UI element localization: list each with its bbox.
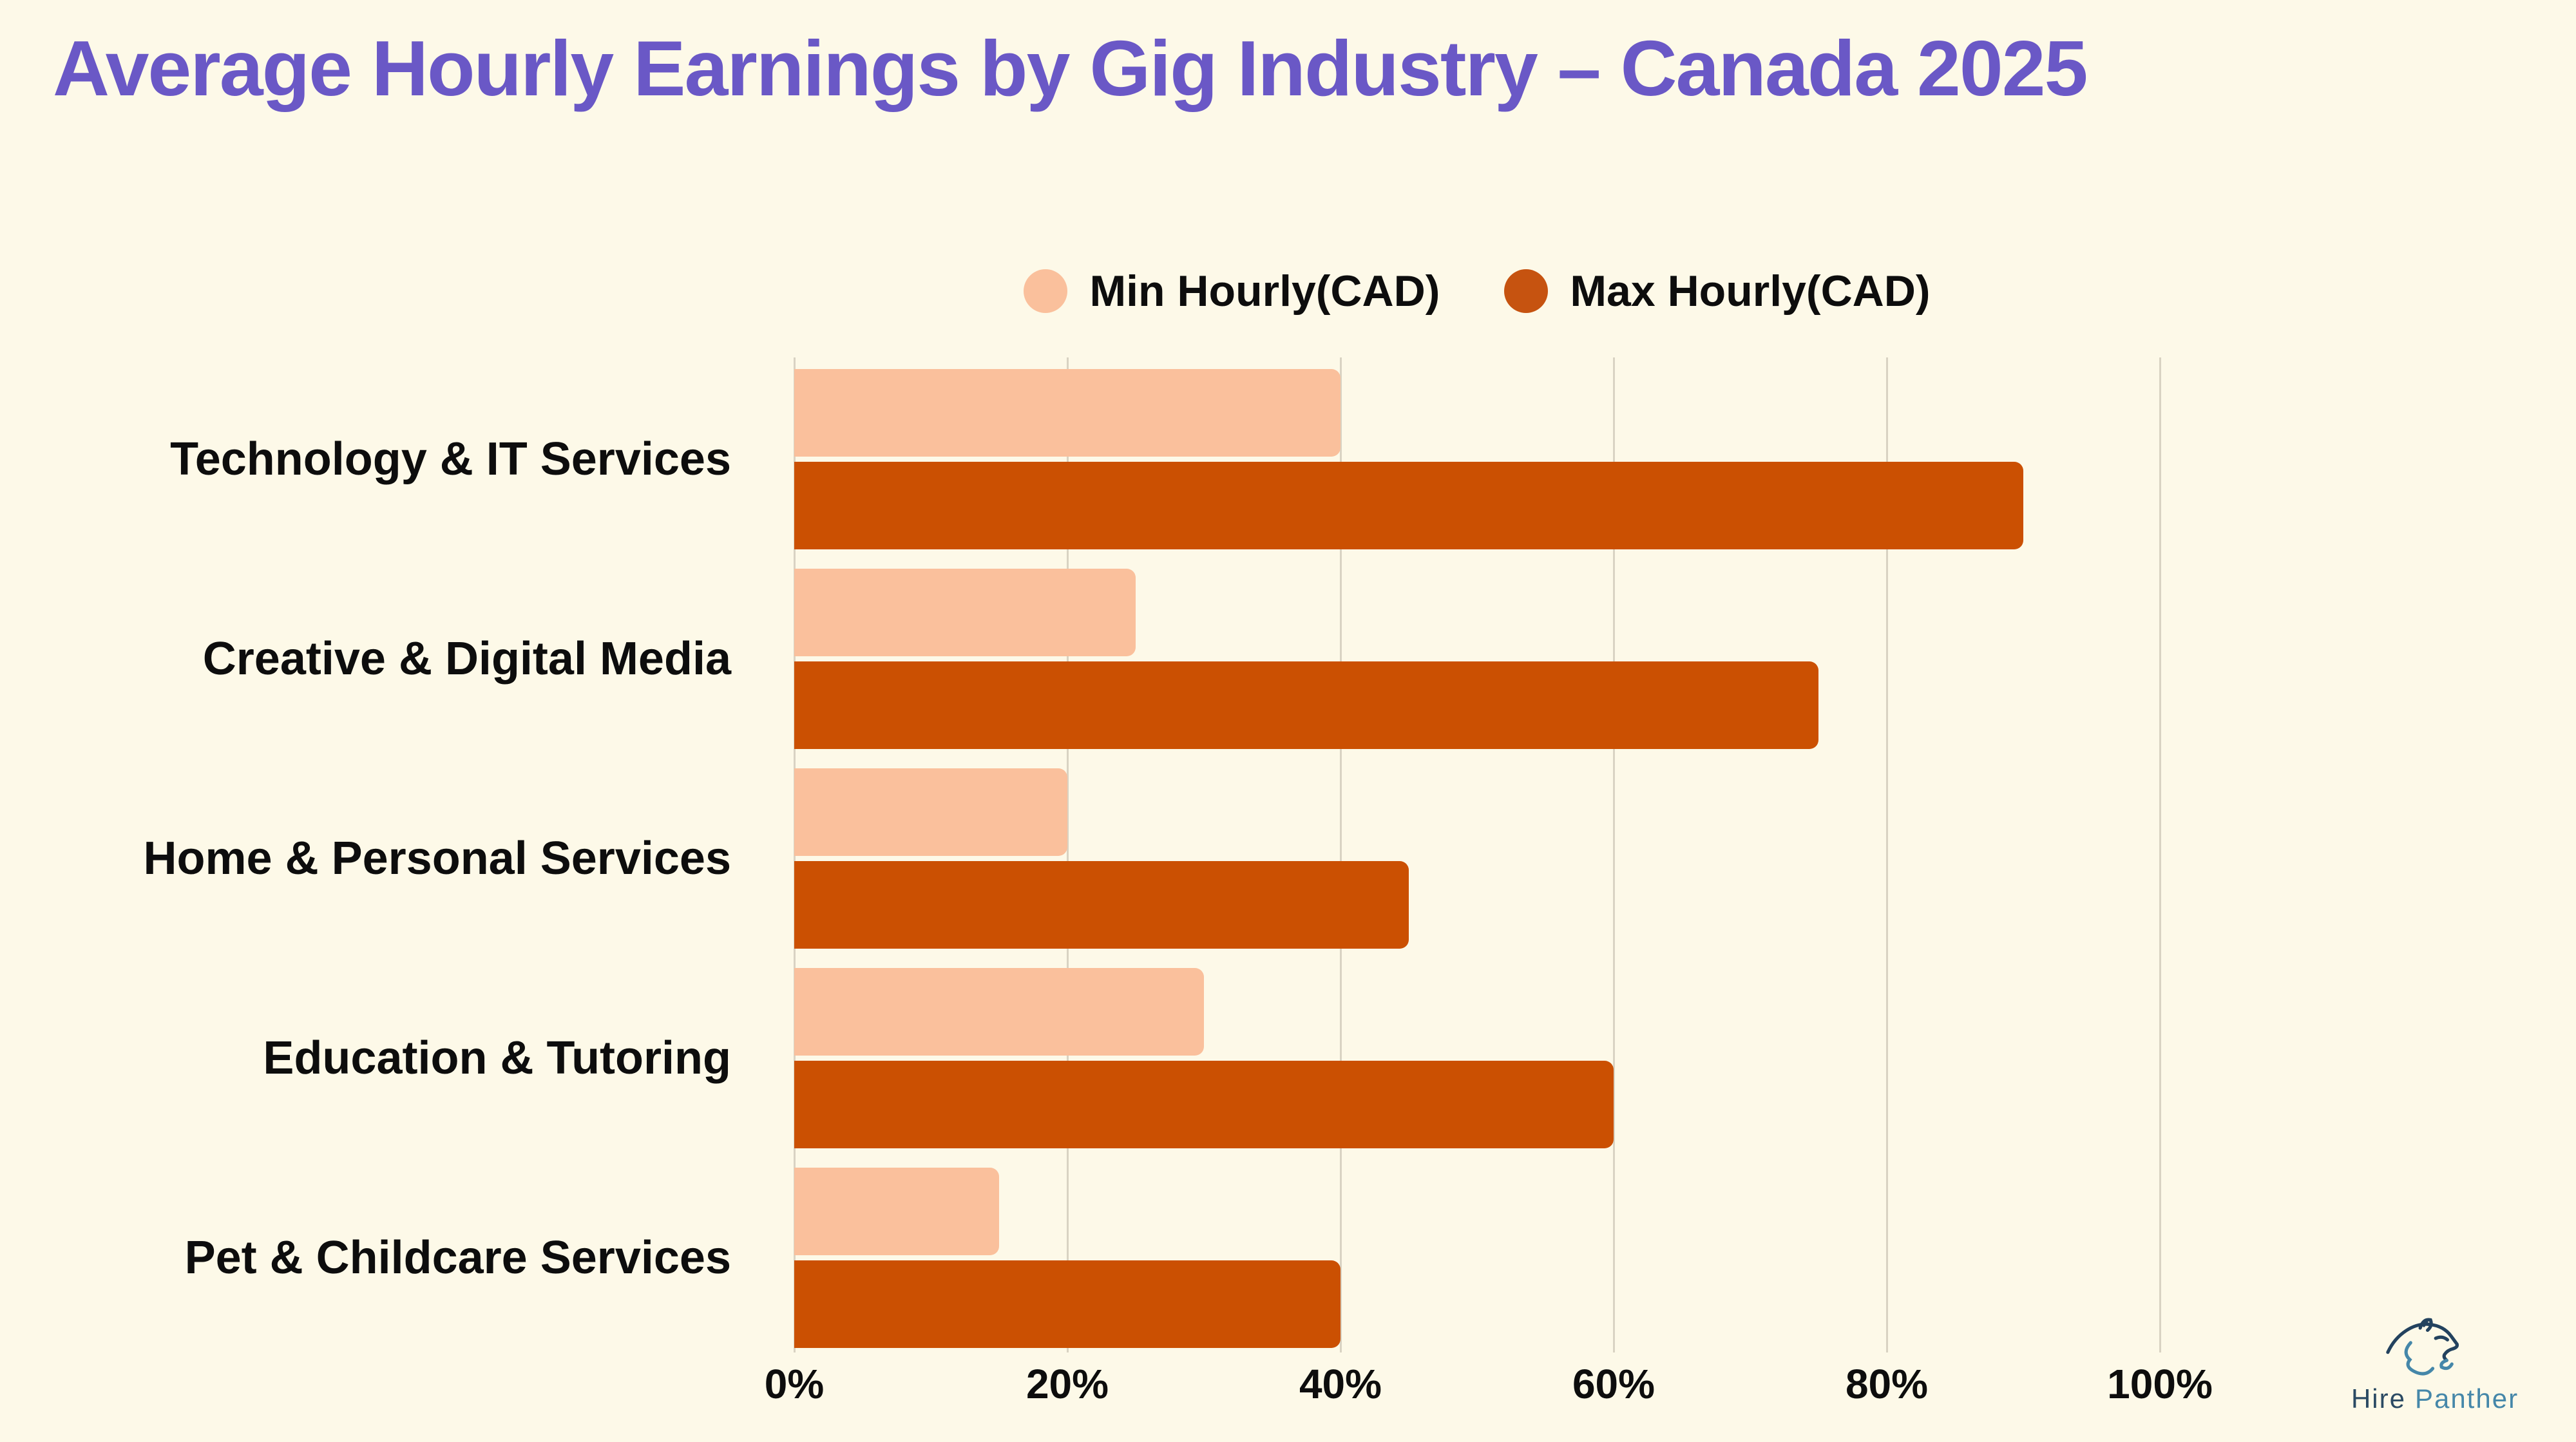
- x-tick-label: 20%: [1026, 1361, 1109, 1407]
- gridline: [1067, 357, 1069, 1352]
- legend-swatch-icon: [1024, 269, 1068, 313]
- gridline: [2159, 357, 2161, 1352]
- bar-chart: Technology & IT Services Creative & Digit…: [0, 357, 2576, 1352]
- bar-row: [794, 968, 2160, 1148]
- panther-head-icon: [2386, 1318, 2459, 1376]
- category-label: Pet & Childcare Services: [184, 1232, 731, 1284]
- bar-row: [794, 1168, 2160, 1348]
- category-labels: Technology & IT Services Creative & Digit…: [0, 357, 763, 1352]
- page-title: Average Hourly Earnings by Gig Industry …: [53, 24, 2088, 112]
- plot-area: [794, 357, 2161, 1352]
- hirepanther-logo: Hire Panther: [2348, 1315, 2522, 1425]
- max-hourly-bar: [794, 1260, 1340, 1348]
- min-hourly-bar: [794, 569, 1136, 656]
- x-tick-label: 0%: [764, 1361, 825, 1407]
- gridline: [1340, 357, 1342, 1352]
- legend: Min Hourly(CAD) Max Hourly(CAD): [794, 252, 2160, 330]
- x-tick-label: 80%: [1845, 1361, 1929, 1407]
- legend-label: Min Hourly(CAD): [1089, 267, 1440, 316]
- legend-label: Max Hourly(CAD): [1570, 267, 1931, 316]
- min-hourly-bar: [794, 1168, 999, 1255]
- max-hourly-bar: [794, 1061, 1614, 1148]
- gridline: [1886, 357, 1888, 1352]
- x-tick-label: 40%: [1299, 1361, 1382, 1407]
- logo-text-hire: Hire: [2351, 1383, 2406, 1414]
- max-hourly-bar: [794, 861, 1409, 949]
- category-label: Home & Personal Services: [143, 833, 731, 884]
- bar-row: [794, 768, 2160, 949]
- legend-swatch-icon: [1504, 269, 1549, 313]
- gridline: [1613, 357, 1615, 1352]
- legend-item: Min Hourly(CAD): [1024, 266, 1440, 316]
- bar-row: [794, 369, 2160, 549]
- category-label: Creative & Digital Media: [202, 633, 731, 685]
- bar-row: [794, 569, 2160, 749]
- category-label: Technology & IT Services: [170, 433, 731, 485]
- x-axis: 0% 20% 40% 60% 80% 100%: [765, 1360, 2213, 1418]
- category-label: Education & Tutoring: [263, 1032, 731, 1084]
- x-tick-label: 100%: [2107, 1361, 2213, 1407]
- max-hourly-bar: [794, 661, 1818, 749]
- logo-wordmark: Hire Panther: [2351, 1383, 2519, 1414]
- min-hourly-bar: [794, 968, 1204, 1056]
- min-hourly-bar: [794, 369, 1340, 457]
- legend-item: Max Hourly(CAD): [1504, 266, 1931, 316]
- x-tick-label: 60%: [1572, 1361, 1655, 1407]
- min-hourly-bar: [794, 768, 1067, 856]
- logo-text-panther: Panther: [2414, 1383, 2519, 1414]
- max-hourly-bar: [794, 462, 2023, 549]
